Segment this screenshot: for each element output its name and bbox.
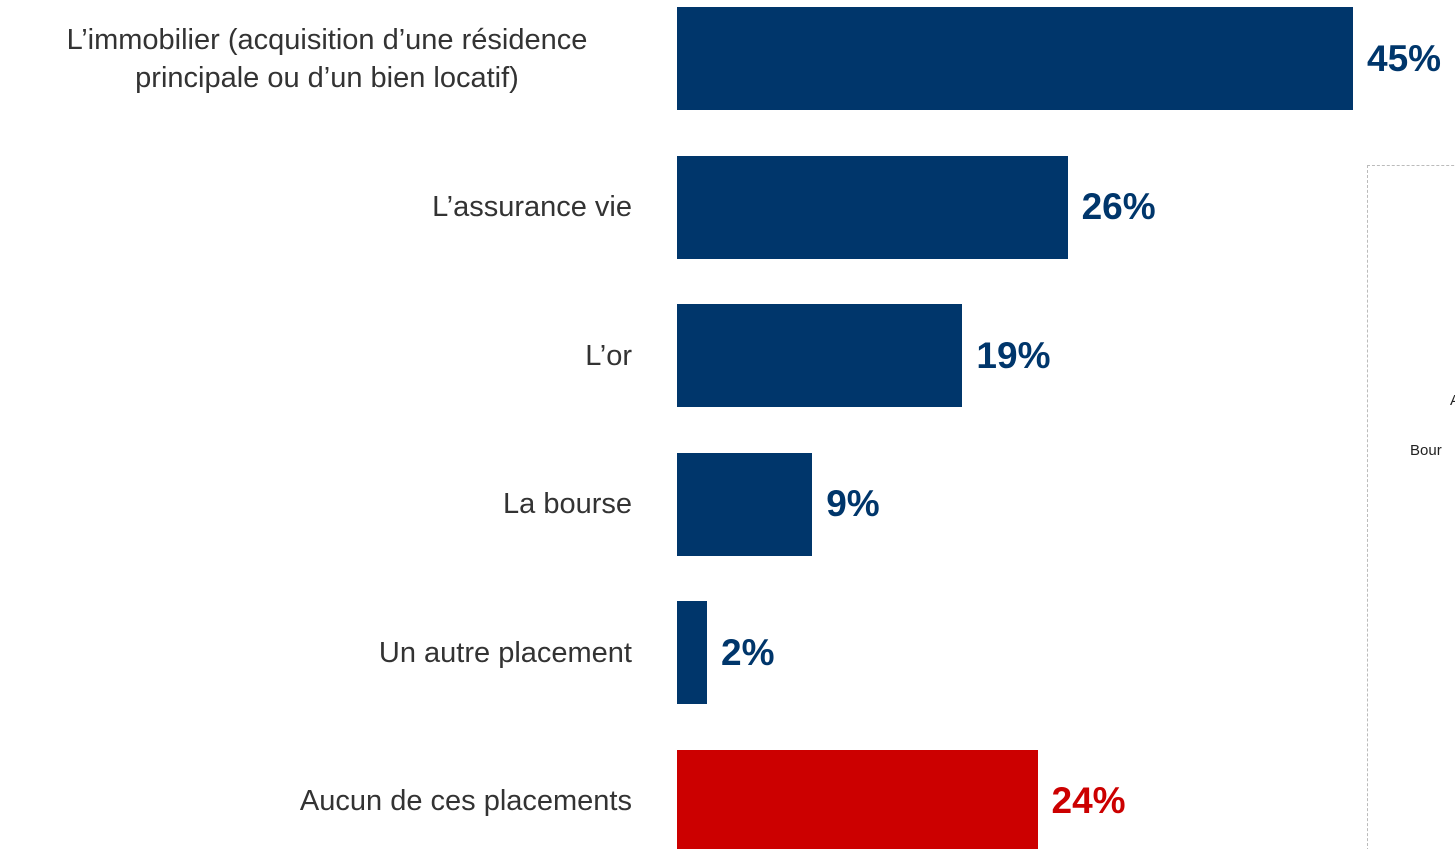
category-label: La bourse: [0, 453, 632, 556]
value-label: 45%: [1367, 37, 1442, 79]
side-panel: [1367, 165, 1455, 849]
category-label: L’or: [0, 304, 632, 407]
category-text: Aucun de ces placements: [299, 785, 632, 817]
bar: [677, 452, 813, 556]
panel-text: Bour: [1410, 442, 1442, 459]
value-label: 26%: [1081, 186, 1156, 227]
category-label: L’assurance vie: [0, 156, 632, 259]
category-label: L’immobilier (acquisition d’une résidenc…: [0, 7, 632, 110]
category-text: La bourse: [503, 488, 632, 520]
bar: [677, 601, 708, 704]
category-label: Aucun de ces placements: [0, 750, 632, 849]
bar: [677, 155, 1068, 259]
value-label: 2%: [721, 631, 775, 673]
bar: [677, 749, 1038, 849]
category-text: L’assurance vie: [432, 191, 632, 223]
bar: [677, 7, 1353, 110]
value-label: 24%: [1051, 780, 1126, 821]
category-text: L’immobilier (acquisition d’une résidenc…: [66, 23, 588, 94]
panel-text: A: [1450, 392, 1455, 409]
value-label: 19%: [976, 334, 1051, 376]
category-label: Un autre placement: [0, 601, 632, 704]
bar: [677, 304, 963, 407]
category-text: Un autre placement: [378, 636, 632, 669]
category-text: L’or: [585, 339, 632, 372]
value-label: 9%: [826, 483, 880, 524]
